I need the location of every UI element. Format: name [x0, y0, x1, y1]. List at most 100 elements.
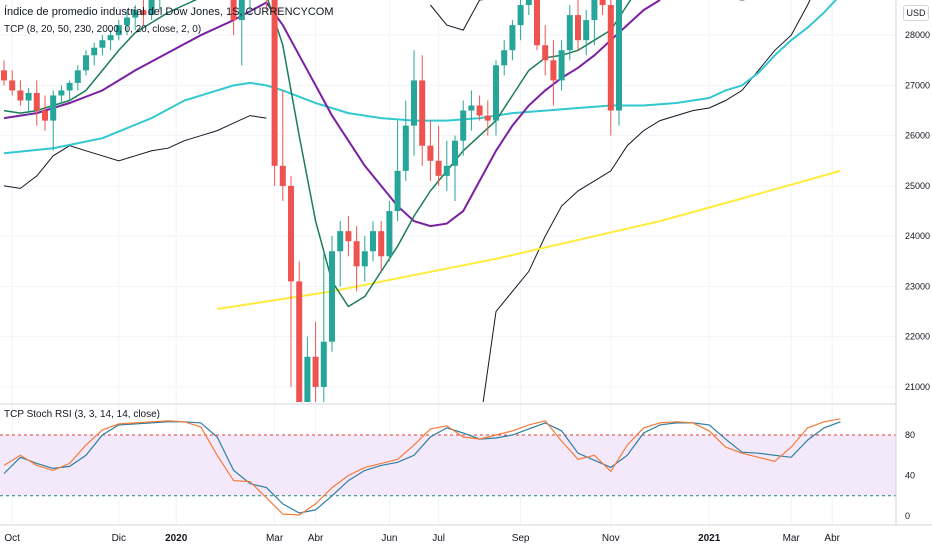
candle-body	[230, 0, 237, 21]
candle-body	[476, 105, 483, 116]
time-tick-label: Sep	[512, 533, 530, 544]
candle	[9, 70, 16, 96]
candle-body	[66, 82, 73, 91]
candle	[566, 5, 573, 61]
candle-body	[566, 15, 573, 51]
candle-body	[107, 35, 114, 41]
candle-body	[468, 105, 475, 111]
candle-body	[443, 165, 450, 176]
candle	[419, 55, 426, 166]
candle-body	[411, 80, 417, 126]
price-tick-label: 26000	[905, 131, 930, 141]
candle-body	[33, 92, 40, 111]
candle	[271, 0, 278, 186]
candle-body	[337, 231, 344, 252]
price-tick-label: 28000	[905, 30, 930, 40]
candle	[583, 10, 590, 56]
candle-body	[493, 65, 499, 121]
price-tick-label: 27000	[905, 80, 930, 90]
candle	[484, 100, 491, 136]
candle	[460, 100, 467, 156]
candle-body	[517, 5, 524, 26]
candle	[501, 40, 508, 76]
candle	[361, 236, 368, 282]
candle	[17, 80, 24, 106]
band-lower-late-line	[482, 0, 811, 402]
time-tick-label: Oct	[4, 533, 20, 544]
candle-body	[542, 45, 549, 61]
indicator-label: TCP (8, 20, 50, 230, 2000, 0, 20, close,…	[4, 24, 202, 35]
candle-body	[99, 40, 106, 48]
time-tick-label: Jul	[432, 533, 445, 544]
candle-body	[115, 25, 122, 36]
price-tick-label: 24000	[905, 231, 930, 241]
candle	[591, 0, 598, 46]
candle-body	[419, 80, 426, 146]
candle	[443, 140, 450, 191]
candle	[83, 50, 89, 76]
candle	[50, 90, 57, 151]
candle-body	[17, 90, 24, 101]
candle	[452, 135, 458, 201]
candle-body	[345, 231, 352, 242]
candle-body	[484, 115, 491, 121]
candle	[616, 0, 622, 126]
bollinger-bands	[3, 0, 811, 402]
time-tick-label: Abr	[824, 533, 840, 544]
band-upper-line	[430, 0, 746, 31]
time-tick-label: 2020	[165, 533, 188, 544]
candle-body	[9, 80, 16, 91]
candle-body	[452, 140, 458, 166]
candle	[550, 40, 557, 106]
time-tick-label: Abr	[308, 533, 324, 544]
price-tick-label: 21000	[905, 382, 930, 392]
stoch-rsi-label: TCP Stoch RSI (3, 3, 14, 14, close)	[4, 409, 160, 420]
candle-body	[124, 17, 130, 26]
candle	[1, 60, 7, 86]
candle	[386, 201, 393, 262]
candle-body	[296, 281, 303, 402]
stoch-rsi-band	[0, 435, 896, 496]
candle	[353, 226, 360, 292]
candle-body	[599, 0, 606, 6]
candle-body	[534, 0, 540, 46]
candle	[25, 87, 32, 116]
candle	[312, 321, 319, 402]
currency-badge[interactable]: USD	[903, 5, 929, 21]
time-tick-label: Jun	[381, 533, 397, 544]
price-tick-label: 25000	[905, 181, 930, 191]
candle	[558, 40, 565, 91]
candle	[107, 30, 114, 51]
candle	[33, 80, 40, 126]
candle	[542, 25, 549, 76]
candle-body	[558, 50, 565, 81]
time-tick-label: Mar	[266, 533, 284, 544]
candle-body	[427, 145, 434, 161]
candle-body	[591, 0, 598, 21]
candle-body	[91, 47, 98, 56]
candle	[427, 120, 434, 181]
candle	[74, 65, 81, 91]
candle	[238, 0, 245, 66]
candle	[468, 90, 475, 131]
candle	[230, 0, 237, 36]
candle-body	[50, 95, 57, 121]
candle	[148, 0, 155, 21]
candle	[378, 221, 385, 272]
price-tick-label: 22000	[905, 332, 930, 342]
candle	[91, 42, 98, 66]
candle-body	[1, 70, 7, 81]
candle	[493, 60, 499, 136]
candle	[249, 0, 251, 16]
candle	[304, 336, 311, 402]
candle-body	[271, 0, 278, 166]
rsi-tick-label: 0	[905, 511, 910, 521]
time-tick-label: 2021	[698, 533, 721, 544]
candle	[320, 251, 327, 402]
candle-body	[140, 10, 147, 16]
candle-body	[58, 90, 65, 96]
candle-body	[583, 20, 590, 41]
stoch-rsi-d-line	[3, 418, 841, 516]
candle	[575, 0, 581, 51]
